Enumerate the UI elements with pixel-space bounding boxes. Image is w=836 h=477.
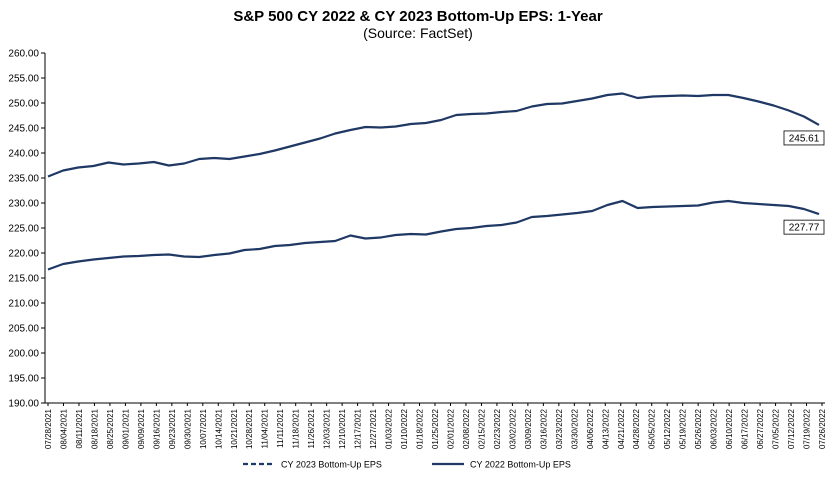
x-tick-label: 09/30/2021 [183, 408, 192, 449]
x-tick-label: 06/27/2022 [756, 408, 765, 449]
x-tick-label: 12/17/2021 [354, 408, 363, 449]
x-tick-label: 05/19/2022 [679, 408, 688, 449]
x-tick-label: 04/06/2022 [586, 408, 595, 449]
x-tick-label: 03/02/2022 [508, 408, 517, 449]
x-tick-label: 11/04/2021 [261, 408, 270, 448]
x-tick-label: 03/30/2022 [570, 408, 579, 449]
y-tick-label: 250.00 [8, 99, 39, 110]
x-tick-label: 10/14/2021 [214, 408, 223, 449]
y-tick-label: 220.00 [8, 249, 39, 260]
end-labels: 245.61 227.77 [783, 130, 825, 235]
x-tick-label: 11/11/2021 [276, 408, 285, 447]
chart-axes [44, 53, 825, 404]
y-tick-label: 195.00 [8, 374, 39, 385]
y-tick-label: 210.00 [8, 299, 39, 310]
x-tick-label: 06/17/2022 [741, 408, 750, 449]
x-tick-label: 08/11/2021 [75, 408, 84, 448]
end-label-value: 227.77 [789, 223, 820, 234]
y-tick-label: 235.00 [8, 174, 39, 185]
x-tick-label: 07/26/2022 [818, 408, 827, 449]
chart-subtitle: (Source: FactSet) [363, 25, 473, 41]
y-tick-label: 245.00 [8, 124, 39, 135]
x-tick-label: 11/26/2021 [307, 408, 316, 448]
x-tick-label: 07/28/2021 [44, 408, 53, 449]
x-tick-label: 08/04/2021 [59, 408, 68, 449]
end-label-value: 245.61 [789, 133, 820, 144]
x-tick-label: 01/18/2022 [416, 408, 425, 449]
x-tick-label: 09/23/2021 [168, 408, 177, 449]
y-tick-label: 215.00 [8, 274, 39, 285]
x-tick-label: 04/13/2022 [601, 408, 610, 449]
x-tick-label: 10/28/2021 [245, 408, 254, 449]
chart-title: S&P 500 CY 2022 & CY 2023 Bottom-Up EPS:… [233, 8, 603, 25]
x-tick-label: 03/09/2022 [524, 408, 533, 449]
x-tick-label: 07/19/2022 [803, 408, 812, 449]
x-tick-label: 04/21/2022 [617, 408, 626, 449]
end-label-box [783, 219, 825, 235]
x-tick-label: 02/08/2022 [462, 408, 471, 449]
x-tick-label: 12/03/2021 [323, 408, 332, 449]
x-tick-label: 06/10/2022 [725, 408, 734, 449]
x-tick-label: 05/26/2022 [694, 408, 703, 449]
y-tick-label: 260.00 [8, 49, 39, 60]
y-tick-label: 230.00 [8, 199, 39, 210]
series-lines [47, 92, 820, 271]
x-tick-label: 01/03/2022 [385, 408, 394, 449]
x-tick-label: 03/23/2022 [555, 408, 564, 449]
y-tick-label: 200.00 [8, 349, 39, 360]
x-tick-label: 09/01/2021 [121, 408, 130, 449]
legend-label-1: CY 2022 Bottom-Up EPS [470, 460, 571, 470]
x-tick-label: 12/10/2021 [338, 408, 347, 449]
x-tick-label: 02/01/2022 [446, 408, 455, 449]
x-tick-label: 12/27/2021 [369, 408, 378, 449]
x-tick-label: 02/23/2022 [493, 408, 502, 449]
series-line-1 [47, 199, 820, 271]
y-axis-ticks: 190.00 195.00 200.00 205.00 210.00 215.00 220.… [8, 49, 45, 410]
y-tick-label: 205.00 [8, 324, 39, 335]
series-line-0 [47, 92, 820, 178]
x-tick-label: 09/09/2021 [137, 408, 146, 449]
x-tick-label: 03/16/2022 [539, 408, 548, 449]
x-tick-label: 10/21/2021 [230, 408, 239, 449]
x-tick-label: 07/12/2022 [787, 408, 796, 449]
y-tick-label: 255.00 [8, 74, 39, 85]
y-tick-label: 240.00 [8, 149, 39, 160]
x-tick-label: 11/18/2021 [292, 408, 301, 448]
end-label-box [783, 130, 825, 146]
y-tick-label: 225.00 [8, 224, 39, 235]
chart-legend: CY 2023 Bottom-Up EPS CY 2022 Bottom-Up E… [243, 460, 571, 470]
x-tick-label: 01/10/2022 [400, 408, 409, 449]
legend-label-0: CY 2023 Bottom-Up EPS [281, 460, 382, 470]
x-tick-label: 04/28/2022 [632, 408, 641, 449]
y-tick-label: 190.00 [8, 399, 39, 410]
x-tick-label: 08/18/2021 [90, 408, 99, 449]
x-tick-label: 02/15/2022 [477, 408, 486, 449]
x-tick-label: 08/25/2021 [106, 408, 115, 449]
x-tick-label: 06/03/2022 [710, 408, 719, 449]
x-tick-label: 09/16/2021 [152, 408, 161, 449]
x-tick-label: 01/25/2022 [431, 408, 440, 449]
x-tick-label: 05/12/2022 [663, 408, 672, 449]
x-tick-label: 07/05/2022 [772, 408, 781, 449]
x-axis-ticks: 07/28/2021 08/04/2021 08/11/2021 08/18/2021… [44, 403, 827, 449]
x-tick-label: 10/07/2021 [199, 408, 208, 449]
x-tick-label: 05/05/2022 [648, 408, 657, 449]
